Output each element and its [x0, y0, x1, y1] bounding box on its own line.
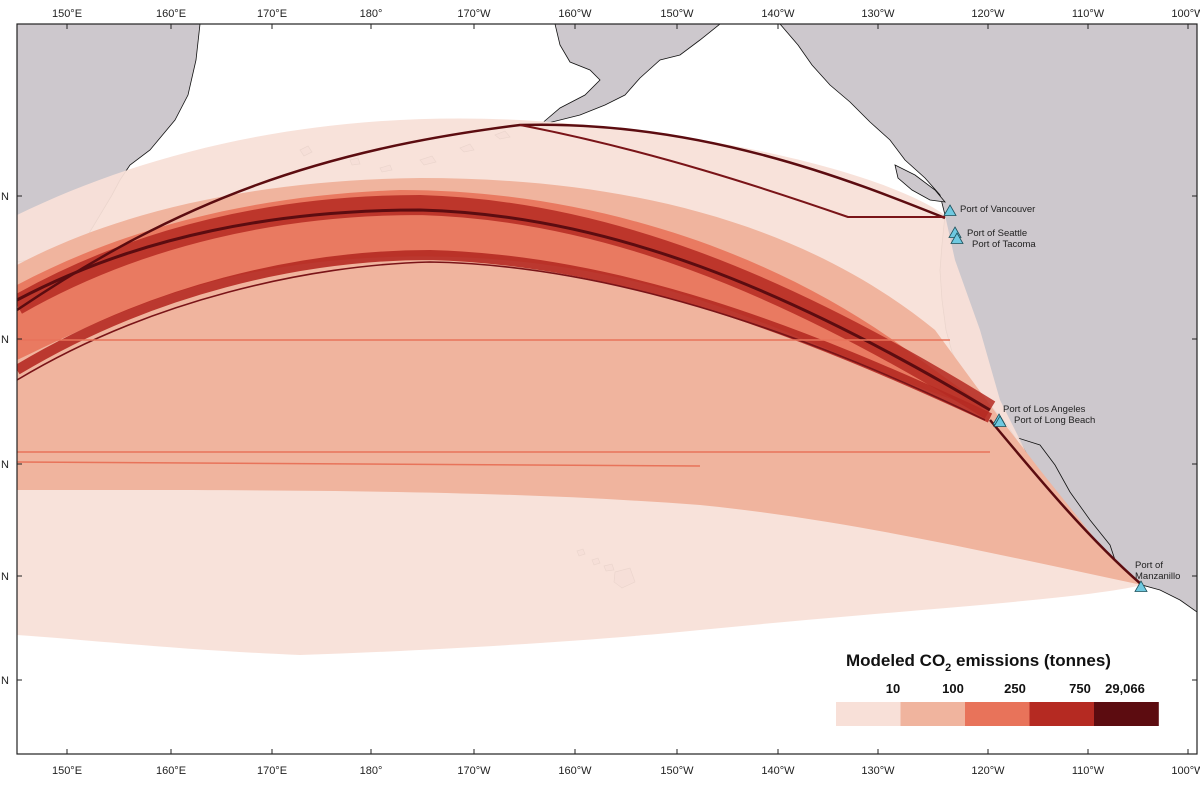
- lon-tick-label-bottom: 120°W: [971, 765, 1005, 777]
- port-marker-icon: [950, 232, 964, 244]
- latitude-axis: N N N N N: [1, 191, 1197, 687]
- emission-density: [17, 118, 1143, 656]
- lon-tick-label-bottom: 140°W: [761, 765, 795, 777]
- legend-class-label: 100: [942, 681, 964, 696]
- legend-swatch: [965, 702, 1030, 726]
- port-label: Port of Seattle: [967, 228, 1027, 239]
- alaska-land: [539, 24, 721, 126]
- legend-class-label: 750: [1069, 681, 1091, 696]
- lon-tick-label-bottom: 130°W: [861, 765, 895, 777]
- port-label: Port of: [1135, 560, 1163, 571]
- port-label: Port of Vancouver: [960, 204, 1035, 215]
- port-label: Manzanillo: [1135, 571, 1180, 582]
- lon-tick-label-top: 160°W: [558, 8, 592, 20]
- port-label: Port of Los Angeles: [1003, 404, 1086, 415]
- emission-band-750: [17, 249, 993, 423]
- lon-tick-label-top: 150°W: [660, 8, 694, 20]
- lat-tick-label: N: [1, 675, 9, 687]
- lon-tick-label-bottom: 150°E: [52, 765, 82, 777]
- legend-swatch: [836, 702, 901, 726]
- lon-tick-label-top: 100°W: [1171, 8, 1200, 20]
- legend-title: Modeled CO2 emissions (tonnes): [846, 651, 1111, 674]
- legend-swatch: [1094, 702, 1159, 726]
- lon-tick-label-bottom: 170°W: [457, 765, 491, 777]
- legend-class-label: 10: [886, 681, 900, 696]
- land-masses: [17, 24, 1197, 613]
- port-marker-icon: [1134, 580, 1148, 592]
- lon-tick-label-top: 150°E: [52, 8, 82, 20]
- lat-tick-label: N: [1, 571, 9, 583]
- legend-swatch: [900, 702, 966, 726]
- emission-corridor-max: [17, 208, 991, 412]
- legend-classes: 10 100 250 750 29,066: [836, 681, 1159, 726]
- lon-tick-label-bottom: 110°W: [1072, 765, 1105, 777]
- lon-tick-label-top: 120°W: [971, 8, 1005, 20]
- vancouver-island: [894, 164, 946, 203]
- lon-tick-label-top: 180°: [360, 8, 383, 20]
- emission-band-100: [17, 178, 1142, 585]
- longitude-axis: 150°E 150°E 160°E 160°E 170°E 170°E 180° 180° 17…: [52, 8, 1200, 777]
- legend-class-label: 250: [1004, 681, 1026, 696]
- emission-corridor-max: [17, 261, 986, 421]
- emission-corridor-max: [17, 123, 946, 312]
- emission-corridor-max: [989, 419, 1143, 586]
- lon-tick-label-top: 170°W: [457, 8, 491, 20]
- lon-tick-label-bottom: 150°W: [660, 765, 694, 777]
- lat-tick-label: N: [1, 334, 9, 346]
- lon-tick-label-bottom: 160°W: [558, 765, 592, 777]
- lon-tick-label-top: 130°W: [861, 8, 895, 20]
- lat-tick-label: N: [1, 191, 9, 203]
- lon-tick-label-bottom: 180°: [360, 765, 383, 777]
- emission-lane: [17, 339, 990, 467]
- lon-tick-label-bottom: 100°W: [1171, 765, 1200, 777]
- lon-tick-label-top: 160°E: [156, 8, 186, 20]
- legend: Modeled CO2 emissions (tonnes) 10 100 250 7…: [836, 651, 1159, 726]
- lon-tick-label-bottom: 160°E: [156, 765, 186, 777]
- emission-band-250: [17, 190, 990, 410]
- legend-class-label: 29,066: [1105, 681, 1145, 696]
- lon-tick-label-bottom: 170°E: [257, 765, 287, 777]
- emission-corridor-max: [519, 124, 945, 218]
- port-label: Port of Tacoma: [972, 239, 1036, 250]
- port-marker-icon: [993, 415, 1007, 427]
- port-label: Port of Long Beach: [1014, 415, 1095, 426]
- lon-tick-label-top: 110°W: [1072, 8, 1105, 20]
- lon-tick-label-top: 170°E: [257, 8, 287, 20]
- legend-swatch: [1029, 702, 1095, 726]
- lat-tick-label: N: [1, 459, 9, 471]
- port-marker-icon: [943, 204, 957, 216]
- map-frame: [16, 23, 1198, 755]
- lon-tick-label-top: 140°W: [761, 8, 795, 20]
